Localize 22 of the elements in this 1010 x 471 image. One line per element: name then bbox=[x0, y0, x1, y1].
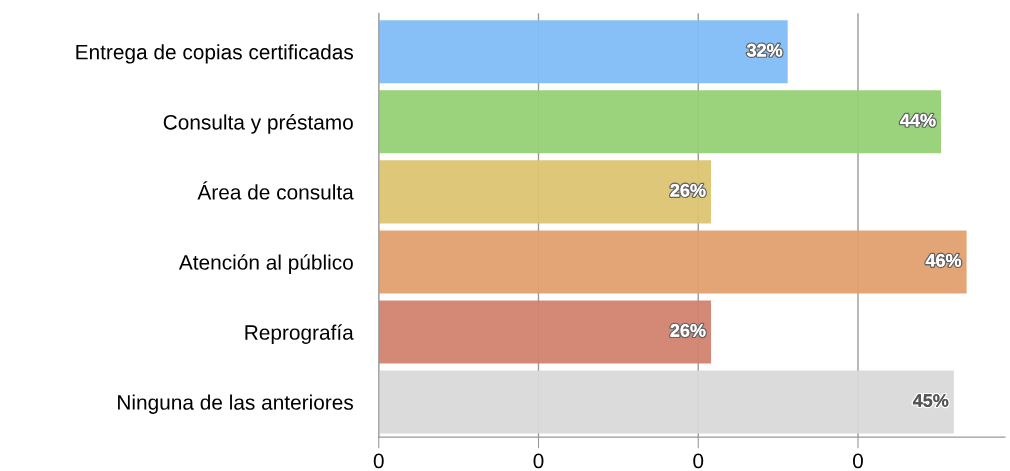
y-tick-label: Atención al público bbox=[178, 254, 353, 274]
bar bbox=[378, 230, 967, 294]
bar bbox=[378, 370, 954, 434]
data-label: 26% bbox=[670, 183, 706, 197]
data-label: 45% bbox=[912, 394, 949, 407]
y-tick-label: Consulta y préstamo bbox=[163, 114, 353, 134]
bar bbox=[378, 160, 712, 224]
x-tick-label: 0 bbox=[373, 453, 384, 469]
x-tick-label: 0 bbox=[853, 453, 863, 469]
y-tick-label: Área de consulta bbox=[197, 181, 354, 200]
data-label: 32% bbox=[746, 43, 783, 57]
x-tick-label: 0 bbox=[693, 453, 704, 469]
y-tick-label: Reprografía bbox=[245, 324, 354, 344]
data-label: 26% bbox=[670, 324, 706, 337]
data-label: 44% bbox=[900, 113, 936, 127]
x-tick-label: 0 bbox=[533, 453, 544, 469]
y-tick-label: Ninguna de las anteriores bbox=[118, 394, 354, 414]
y-tick-label: Entrega de copias certificadas bbox=[76, 44, 354, 64]
bar bbox=[378, 300, 712, 364]
data-label: 46% bbox=[925, 253, 962, 267]
bar bbox=[378, 90, 942, 154]
bar bbox=[378, 20, 788, 84]
